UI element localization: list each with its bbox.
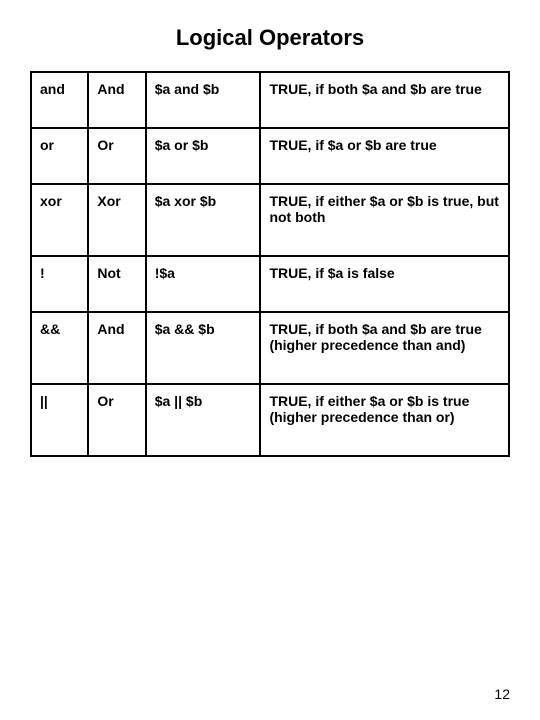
cell-name: Or — [88, 128, 145, 184]
table-row: && And $a && $b TRUE, if both $a and $b … — [31, 312, 509, 384]
cell-description: TRUE, if both $a and $b are true (higher… — [260, 312, 509, 384]
cell-description: TRUE, if $a is false — [260, 256, 509, 312]
page-number: 12 — [494, 686, 510, 702]
table-row: || Or $a || $b TRUE, if either $a or $b … — [31, 384, 509, 456]
cell-usage: $a || $b — [146, 384, 261, 456]
cell-description: TRUE, if either $a or $b is true (higher… — [260, 384, 509, 456]
cell-operator: || — [31, 384, 88, 456]
cell-name: Not — [88, 256, 145, 312]
cell-name: And — [88, 312, 145, 384]
cell-operator: ! — [31, 256, 88, 312]
cell-description: TRUE, if either $a or $b is true, but no… — [260, 184, 509, 256]
cell-operator: or — [31, 128, 88, 184]
table-body: and And $a and $b TRUE, if both $a and $… — [31, 72, 509, 456]
cell-description: TRUE, if $a or $b are true — [260, 128, 509, 184]
operators-table: and And $a and $b TRUE, if both $a and $… — [30, 71, 510, 457]
cell-description: TRUE, if both $a and $b are true — [260, 72, 509, 128]
cell-usage: $a && $b — [146, 312, 261, 384]
cell-operator: xor — [31, 184, 88, 256]
table-row: xor Xor $a xor $b TRUE, if either $a or … — [31, 184, 509, 256]
cell-name: And — [88, 72, 145, 128]
cell-usage: $a or $b — [146, 128, 261, 184]
cell-name: Or — [88, 384, 145, 456]
cell-operator: and — [31, 72, 88, 128]
cell-usage: $a and $b — [146, 72, 261, 128]
table-row: and And $a and $b TRUE, if both $a and $… — [31, 72, 509, 128]
table-row: ! Not !$a TRUE, if $a is false — [31, 256, 509, 312]
cell-usage: $a xor $b — [146, 184, 261, 256]
cell-usage: !$a — [146, 256, 261, 312]
cell-operator: && — [31, 312, 88, 384]
cell-name: Xor — [88, 184, 145, 256]
table-row: or Or $a or $b TRUE, if $a or $b are tru… — [31, 128, 509, 184]
page-title: Logical Operators — [30, 25, 510, 51]
